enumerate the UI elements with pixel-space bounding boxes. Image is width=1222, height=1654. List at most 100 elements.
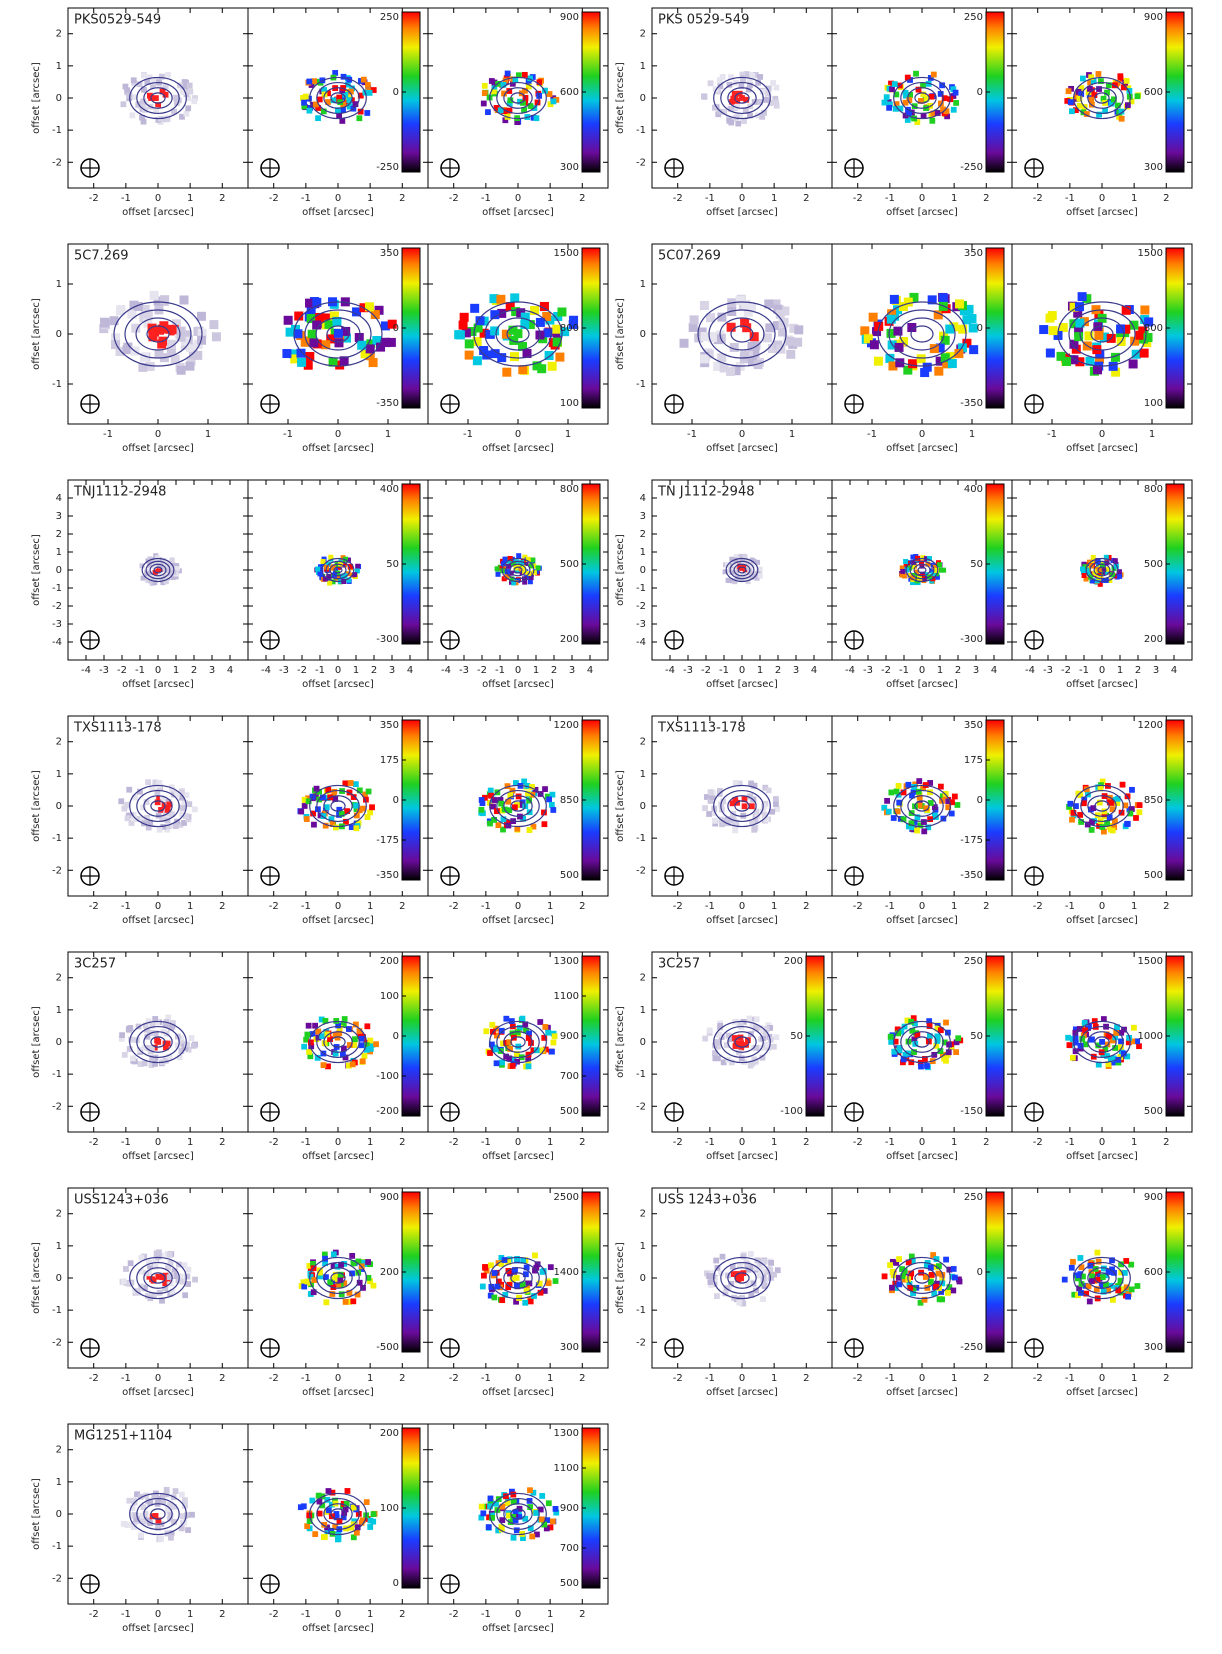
x-axis-label: offset [arcsec]: [1066, 207, 1138, 218]
x-tick-label: 1: [367, 193, 373, 204]
map-pixel: [346, 97, 353, 104]
map-pixel: [321, 340, 331, 350]
map-pixel: [906, 110, 913, 117]
map-pixel: [747, 112, 753, 119]
x-tick-label: 0: [335, 193, 341, 204]
map-pixel: [178, 1491, 185, 1498]
map-pixel: [1100, 1016, 1107, 1022]
map: [282, 297, 397, 370]
map-pixel: [493, 105, 500, 111]
colorbar-tick-label: 900: [560, 1031, 579, 1042]
map-pixel: [325, 1063, 331, 1070]
contour: [900, 81, 944, 115]
map-pixel: [717, 353, 727, 363]
map-pixel: [303, 1036, 309, 1043]
map-pixel: [500, 561, 506, 567]
map-pixel: [934, 1033, 941, 1040]
map-pixel: [553, 330, 563, 340]
map-pixel: [470, 303, 480, 313]
map-pixel: [351, 1518, 358, 1525]
map-pixel: [141, 72, 148, 79]
contour: [330, 1036, 346, 1048]
map-pixel: [503, 1015, 510, 1022]
map-pixel: [1104, 819, 1110, 826]
map-pixel: [322, 1255, 328, 1262]
map-pixel: [360, 349, 370, 359]
map-pixel: [1072, 1035, 1079, 1042]
contour: [136, 1261, 180, 1295]
map-pixel: [170, 354, 180, 364]
y-tick-label: 4: [640, 493, 646, 504]
map-pixel: [520, 564, 526, 570]
map-pixel: [328, 816, 335, 823]
map-pixel: [934, 1025, 941, 1032]
map-pixel: [332, 1497, 338, 1504]
map-pixel: [336, 1518, 343, 1524]
map-pixel: [184, 1512, 190, 1519]
map-pixel: [947, 359, 957, 369]
map-pixel: [300, 1503, 307, 1510]
map-pixel: [300, 337, 310, 347]
map-pixel: [301, 796, 308, 803]
map-pixel: [305, 351, 315, 361]
map-pixel: [737, 113, 744, 120]
contour: [136, 1497, 180, 1531]
map-pixel: [503, 1053, 510, 1060]
map-pixel: [735, 120, 742, 127]
map-pixel: [365, 344, 375, 354]
map-pixel: [100, 318, 110, 328]
colorbar-tick-label: 800: [560, 323, 579, 334]
map-pixel: [544, 1517, 551, 1524]
x-tick-label: -1: [283, 429, 293, 440]
map-pixel: [152, 779, 159, 786]
map-pixel: [785, 336, 795, 346]
x-tick-label: 2: [399, 193, 405, 204]
map-pixel: [1106, 799, 1113, 806]
map-pixel: [126, 786, 133, 793]
map-pixel: [892, 1038, 899, 1045]
contour: [907, 1031, 937, 1053]
map-pixel: [129, 300, 139, 310]
contour: [510, 1036, 526, 1048]
map-pixel: [155, 1517, 162, 1524]
map-pixel: [774, 806, 781, 812]
map-pixel: [509, 80, 516, 87]
map-pixel: [1065, 88, 1072, 95]
map-pixel: [679, 338, 689, 348]
map: [120, 71, 198, 125]
map-pixel: [934, 1038, 941, 1044]
contour: [503, 87, 533, 109]
map-pixel: [138, 362, 148, 372]
map-pixel: [155, 1253, 162, 1260]
map-pixel: [1072, 1026, 1079, 1033]
map-pixel: [351, 1042, 358, 1048]
map-pixel: [904, 1017, 911, 1024]
x-axis-label: offset [arcsec]: [302, 207, 374, 218]
map-pixel: [166, 823, 172, 830]
map-pixel: [497, 797, 504, 803]
map-pixel: [1083, 576, 1089, 582]
map-pixel: [314, 1054, 321, 1061]
contour: [1087, 87, 1117, 109]
map-pixel: [359, 1058, 366, 1065]
map-pixel: [1078, 1290, 1084, 1296]
map-pixel: [1118, 108, 1125, 115]
map-pixel: [512, 1267, 518, 1273]
map-pixel: [472, 337, 482, 347]
colorbar-tick-label: 350: [380, 248, 399, 259]
map-pixel: [507, 1046, 514, 1052]
x-axis-label: offset [arcsec]: [122, 915, 194, 926]
y-tick-label: 2: [56, 1445, 62, 1456]
map-pixel: [887, 1262, 893, 1269]
map-pixel: [946, 1284, 953, 1291]
map-pixel: [741, 803, 748, 810]
map-pixel: [739, 351, 749, 361]
map-pixel: [915, 86, 922, 93]
x-tick-label: -2: [89, 1137, 99, 1148]
map-pixel: [1094, 812, 1101, 819]
map-pixel: [311, 821, 317, 828]
map-pixel: [931, 804, 938, 811]
map-pixel: [538, 1047, 545, 1054]
map-pixel: [1084, 331, 1094, 341]
map-pixel: [356, 1028, 363, 1034]
